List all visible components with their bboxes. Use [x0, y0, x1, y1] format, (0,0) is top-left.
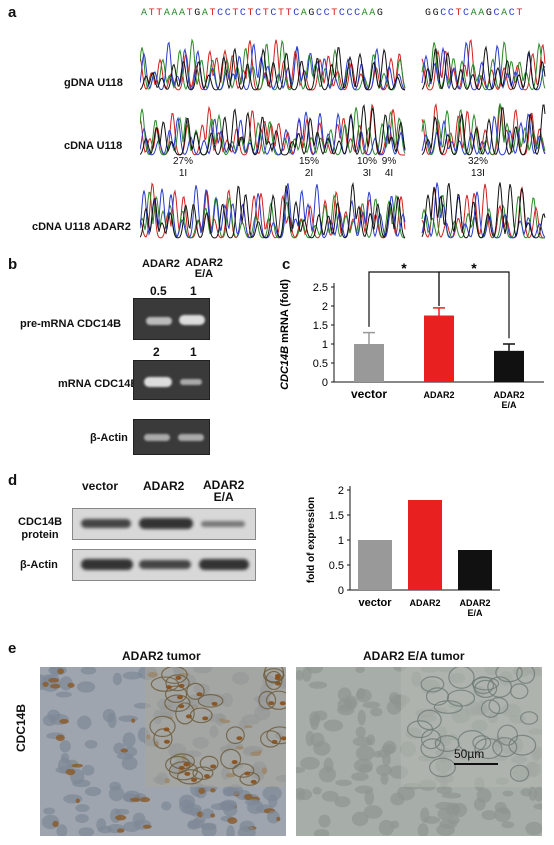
trace [421, 103, 546, 156]
blot-cdc14b [72, 508, 256, 540]
quant-pre-1: 0.5 [150, 284, 167, 298]
trace [421, 182, 546, 239]
y-axis-label: CDC14B mRNA (fold) [279, 279, 291, 390]
bar-vector [354, 344, 384, 382]
trace [421, 45, 546, 91]
x-tick-label: ADAR2 [423, 390, 454, 400]
col-header-adar2: ADAR2 [142, 258, 180, 270]
row-label-actin-b: β-Actin [90, 432, 128, 444]
x-tick-label: ADAR2 [459, 598, 490, 608]
title-adar2-tumor: ADAR2 tumor [122, 649, 201, 663]
gel-mrna [133, 360, 210, 400]
significance-bracket [438, 271, 510, 339]
col-header-adar2-ea-d: ADAR2 E/A [203, 478, 245, 504]
row-label-gdna: gDNA U118 [64, 77, 123, 89]
y-tick-label: 1 [322, 339, 328, 351]
y-tick-label: 1.5 [329, 510, 344, 522]
y-tick-label: 0.5 [329, 560, 344, 572]
x-tick-label: vector [351, 387, 387, 401]
y-tick-label: 1 [338, 535, 344, 547]
y-tick-label: 1.5 [313, 320, 328, 332]
y-tick-label: 2.5 [313, 282, 328, 294]
chromatogram-traces [140, 38, 546, 239]
col-header-adar2-d: ADAR2 [143, 479, 185, 493]
x-tick-label: vector [358, 597, 392, 609]
panel-label-e: e [8, 640, 17, 657]
significance-star: * [471, 262, 477, 276]
panel-label-c: c [282, 256, 291, 273]
trace [421, 40, 546, 91]
row-label-cdna-adar2: cDNA U118 ADAR2 [32, 221, 131, 233]
trace [140, 41, 406, 91]
trace [421, 113, 546, 156]
x-tick-label: E/A [467, 608, 483, 618]
trace [421, 39, 546, 91]
bar-adar2-e-a [494, 350, 524, 382]
site-3: 10% 3I [356, 156, 377, 179]
significance-star: * [401, 262, 407, 276]
trace [140, 103, 406, 156]
row-label-mrna: mRNA CDC14B [58, 378, 139, 390]
row-label-actin-d: β-Actin [20, 559, 58, 571]
y-tick-label: 0 [338, 585, 344, 597]
trace [140, 107, 406, 156]
micrograph-adar2-ea: 50µm [296, 667, 542, 836]
trace [140, 181, 406, 239]
site-4: 9% 4I [381, 156, 397, 179]
y-tick-label: 0.5 [313, 358, 328, 370]
gel-pre-mrna [133, 298, 210, 340]
blot-actin [72, 549, 256, 581]
y-axis-label: fold of expression [306, 497, 317, 583]
y-tick-label: 0 [322, 377, 328, 389]
sequence-left: ATTAAATGATCCTCTCTCTTCAGCCTCCCAAG [141, 8, 385, 19]
trace [140, 191, 406, 239]
site-2: 15% 2I [298, 156, 319, 179]
site-1: 27% 1I [172, 156, 193, 179]
row-label-pre-mrna: pre-mRNA CDC14B [20, 318, 122, 330]
bar-adar2-e-a [458, 550, 492, 590]
trace [140, 47, 406, 91]
col-header-vector: vector [82, 479, 119, 493]
quant-mrna-2: 1 [190, 345, 197, 359]
x-tick-label: E/A [501, 400, 517, 410]
row-label-cdc14b-protein: CDC14B protein [18, 516, 63, 541]
col-header-adar2-ea: ADAR2 E/A [185, 257, 223, 280]
scale-bar [454, 763, 498, 765]
site-13: 32% 13I [467, 156, 488, 179]
trace [140, 182, 406, 239]
row-label-cdna: cDNA U118 [64, 140, 123, 152]
gel-actin [133, 419, 210, 455]
micrograph-adar2 [40, 667, 286, 836]
y-tick-label: 2 [338, 485, 344, 497]
sequence-right: GGCCTCAAGCACT [425, 8, 524, 19]
bar-adar2 [408, 500, 442, 590]
x-tick-label: ADAR2 [409, 598, 440, 608]
title-adar2-ea-tumor: ADAR2 E/A tumor [363, 649, 465, 663]
x-tick-label: ADAR2 [493, 390, 524, 400]
panel-label-a: a [8, 4, 17, 21]
quant-pre-2: 1 [190, 284, 197, 298]
panel-label-b: b [8, 256, 18, 273]
panel-label-d: d [8, 472, 18, 489]
quant-mrna-1: 2 [153, 345, 160, 359]
y-tick-label: 2 [322, 301, 328, 313]
scale-bar-label: 50µm [454, 747, 485, 761]
side-label-cdc14b: CDC14B [14, 703, 28, 752]
trace [421, 104, 546, 156]
bar-vector [358, 540, 392, 590]
bar-adar2 [424, 315, 454, 382]
